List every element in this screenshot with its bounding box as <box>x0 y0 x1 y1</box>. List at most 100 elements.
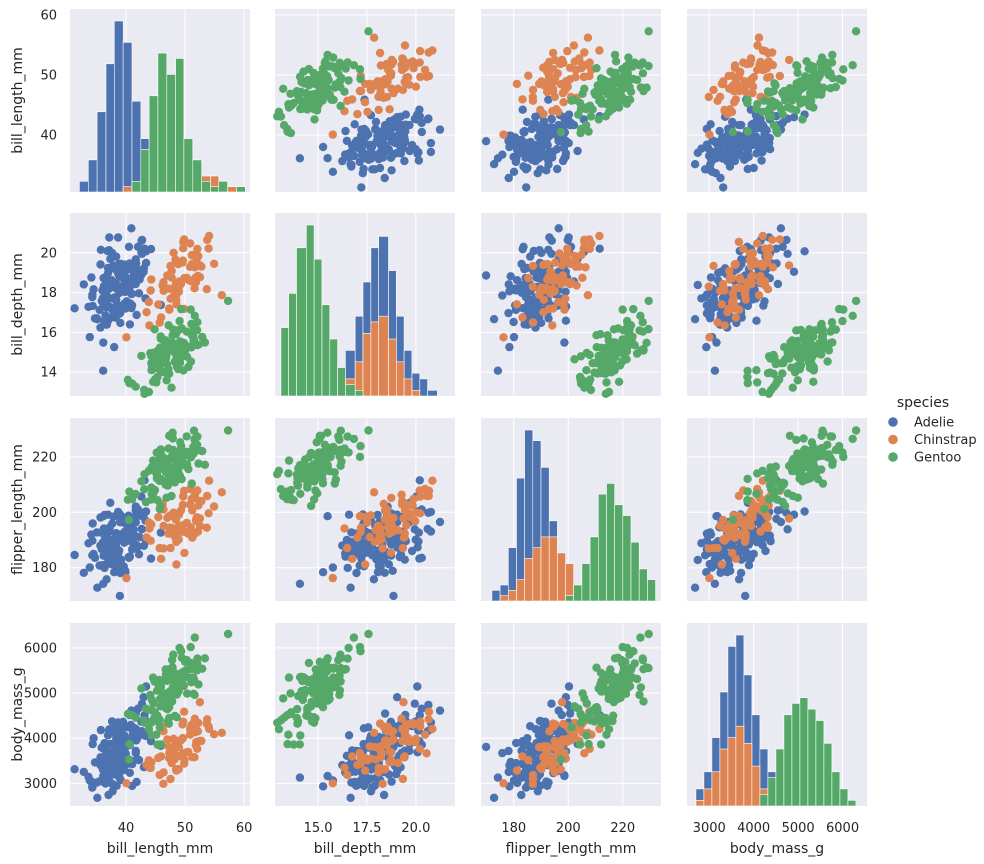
scatter-point-gentoo <box>150 325 159 334</box>
scatter-point-adelie <box>88 290 97 299</box>
legend: species Adelie Chinstrap Gentoo <box>888 395 977 466</box>
scatter-point-chinstrap <box>717 560 726 569</box>
scatter-point-gentoo <box>816 444 826 453</box>
scatter-point-adelie <box>156 528 165 537</box>
scatter-point-chinstrap <box>784 514 794 523</box>
scatter-point-adelie <box>360 124 369 134</box>
hist-bar-chinstrap <box>388 338 397 397</box>
scatter-point-gentoo <box>137 684 146 693</box>
scatter-point-gentoo <box>340 665 349 674</box>
scatter-point-chinstrap <box>163 735 172 744</box>
scatter-point-chinstrap <box>746 277 756 286</box>
y-tick-label: 4000 <box>24 732 57 747</box>
hist-bar-gentoo <box>839 788 849 807</box>
scatter-point-adelie <box>344 510 354 519</box>
scatter-point-gentoo <box>299 79 309 88</box>
scatter-point-gentoo <box>752 104 761 114</box>
scatter-point-chinstrap <box>595 46 604 55</box>
scatter-point-adelie <box>565 709 575 718</box>
scatter-point-chinstrap <box>424 48 433 57</box>
scatter-point-chinstrap <box>382 727 392 736</box>
x-axis-label: flipper_length_mm <box>506 841 637 857</box>
scatter-point-chinstrap <box>763 73 772 82</box>
hist-bar-gentoo <box>597 493 607 602</box>
x-tick-label: 4000 <box>737 821 770 836</box>
scatter-point-adelie <box>103 263 113 273</box>
scatter-point-chinstrap <box>155 770 164 780</box>
scatter-point-gentoo <box>355 452 365 462</box>
scatter-point-adelie <box>504 308 513 318</box>
scatter-point-adelie <box>544 95 553 104</box>
scatter-point-adelie <box>323 512 332 521</box>
hist-bar-gentoo <box>759 794 769 807</box>
y-tick-label: 3000 <box>24 777 57 792</box>
scatter-point-chinstrap <box>328 573 337 583</box>
panel-flipper_length_mm-vs-flipper_length_mm <box>481 418 661 602</box>
scatter-point-adelie <box>392 693 402 702</box>
scatter-point-chinstrap <box>585 244 594 254</box>
scatter-point-adelie <box>702 529 712 538</box>
scatter-point-adelie <box>96 245 106 254</box>
scatter-point-gentoo <box>621 657 630 666</box>
scatter-point-chinstrap <box>172 560 181 569</box>
scatter-point-chinstrap <box>209 259 219 268</box>
scatter-point-adelie <box>366 144 376 153</box>
scatter-point-adelie <box>531 756 540 765</box>
scatter-point-gentoo <box>743 372 752 382</box>
hist-bar-gentoo <box>573 584 583 602</box>
scatter-point-gentoo <box>158 452 167 462</box>
scatter-point-gentoo <box>223 629 233 639</box>
scatter-point-chinstrap <box>563 244 572 253</box>
scatter-point-gentoo <box>848 434 857 444</box>
scatter-point-chinstrap <box>190 284 199 293</box>
scatter-point-gentoo <box>356 647 365 656</box>
scatter-point-adelie <box>357 183 366 192</box>
scatter-point-adelie <box>128 274 138 283</box>
scatter-point-chinstrap <box>380 515 390 525</box>
scatter-point-chinstrap <box>585 71 594 81</box>
scatter-point-gentoo <box>606 665 615 674</box>
hist-bar-chinstrap <box>395 361 405 397</box>
scatter-point-gentoo <box>170 346 179 356</box>
scatter-point-adelie <box>707 561 716 570</box>
scatter-point-gentoo <box>838 448 847 457</box>
scatter-point-adelie <box>520 128 529 137</box>
hist-bar-gentoo <box>345 384 356 397</box>
scatter-point-gentoo <box>140 485 149 494</box>
scatter-point-gentoo <box>125 487 134 496</box>
scatter-point-gentoo <box>622 643 632 653</box>
scatter-point-chinstrap <box>717 300 726 309</box>
scatter-point-gentoo <box>635 690 644 700</box>
scatter-point-adelie <box>116 746 126 755</box>
scatter-point-chinstrap <box>768 48 777 57</box>
scatter-point-gentoo <box>585 708 595 717</box>
x-tick-label: 3000 <box>693 821 726 836</box>
scatter-point-chinstrap <box>556 279 565 289</box>
scatter-point-chinstrap <box>705 333 714 342</box>
scatter-point-adelie <box>372 555 381 564</box>
scatter-point-gentoo <box>314 81 324 91</box>
panel-bill_length_mm-vs-bill_length_mm <box>70 9 250 193</box>
scatter-point-adelie <box>387 166 396 175</box>
scatter-point-gentoo <box>604 725 614 734</box>
scatter-point-adelie <box>719 183 728 192</box>
hist-bar-chinstrap <box>532 547 542 602</box>
scatter-point-gentoo <box>635 326 644 335</box>
scatter-point-adelie <box>93 793 102 802</box>
scatter-point-adelie <box>139 264 149 273</box>
scatter-point-gentoo <box>295 474 304 484</box>
scatter-point-adelie <box>114 767 123 776</box>
scatter-point-gentoo <box>167 655 177 665</box>
scatter-point-chinstrap <box>382 92 392 102</box>
hist-bar-gentoo <box>767 777 777 807</box>
scatter-point-chinstrap <box>739 58 748 67</box>
scatter-point-chinstrap <box>559 58 568 68</box>
scatter-point-gentoo <box>764 470 773 479</box>
scatter-point-chinstrap <box>179 244 188 253</box>
scatter-point-gentoo <box>593 711 602 721</box>
scatter-point-chinstrap <box>424 486 434 495</box>
scatter-point-adelie <box>782 235 791 245</box>
scatter-point-gentoo <box>592 63 601 73</box>
scatter-point-chinstrap <box>204 509 213 518</box>
scatter-point-chinstrap <box>709 85 718 95</box>
